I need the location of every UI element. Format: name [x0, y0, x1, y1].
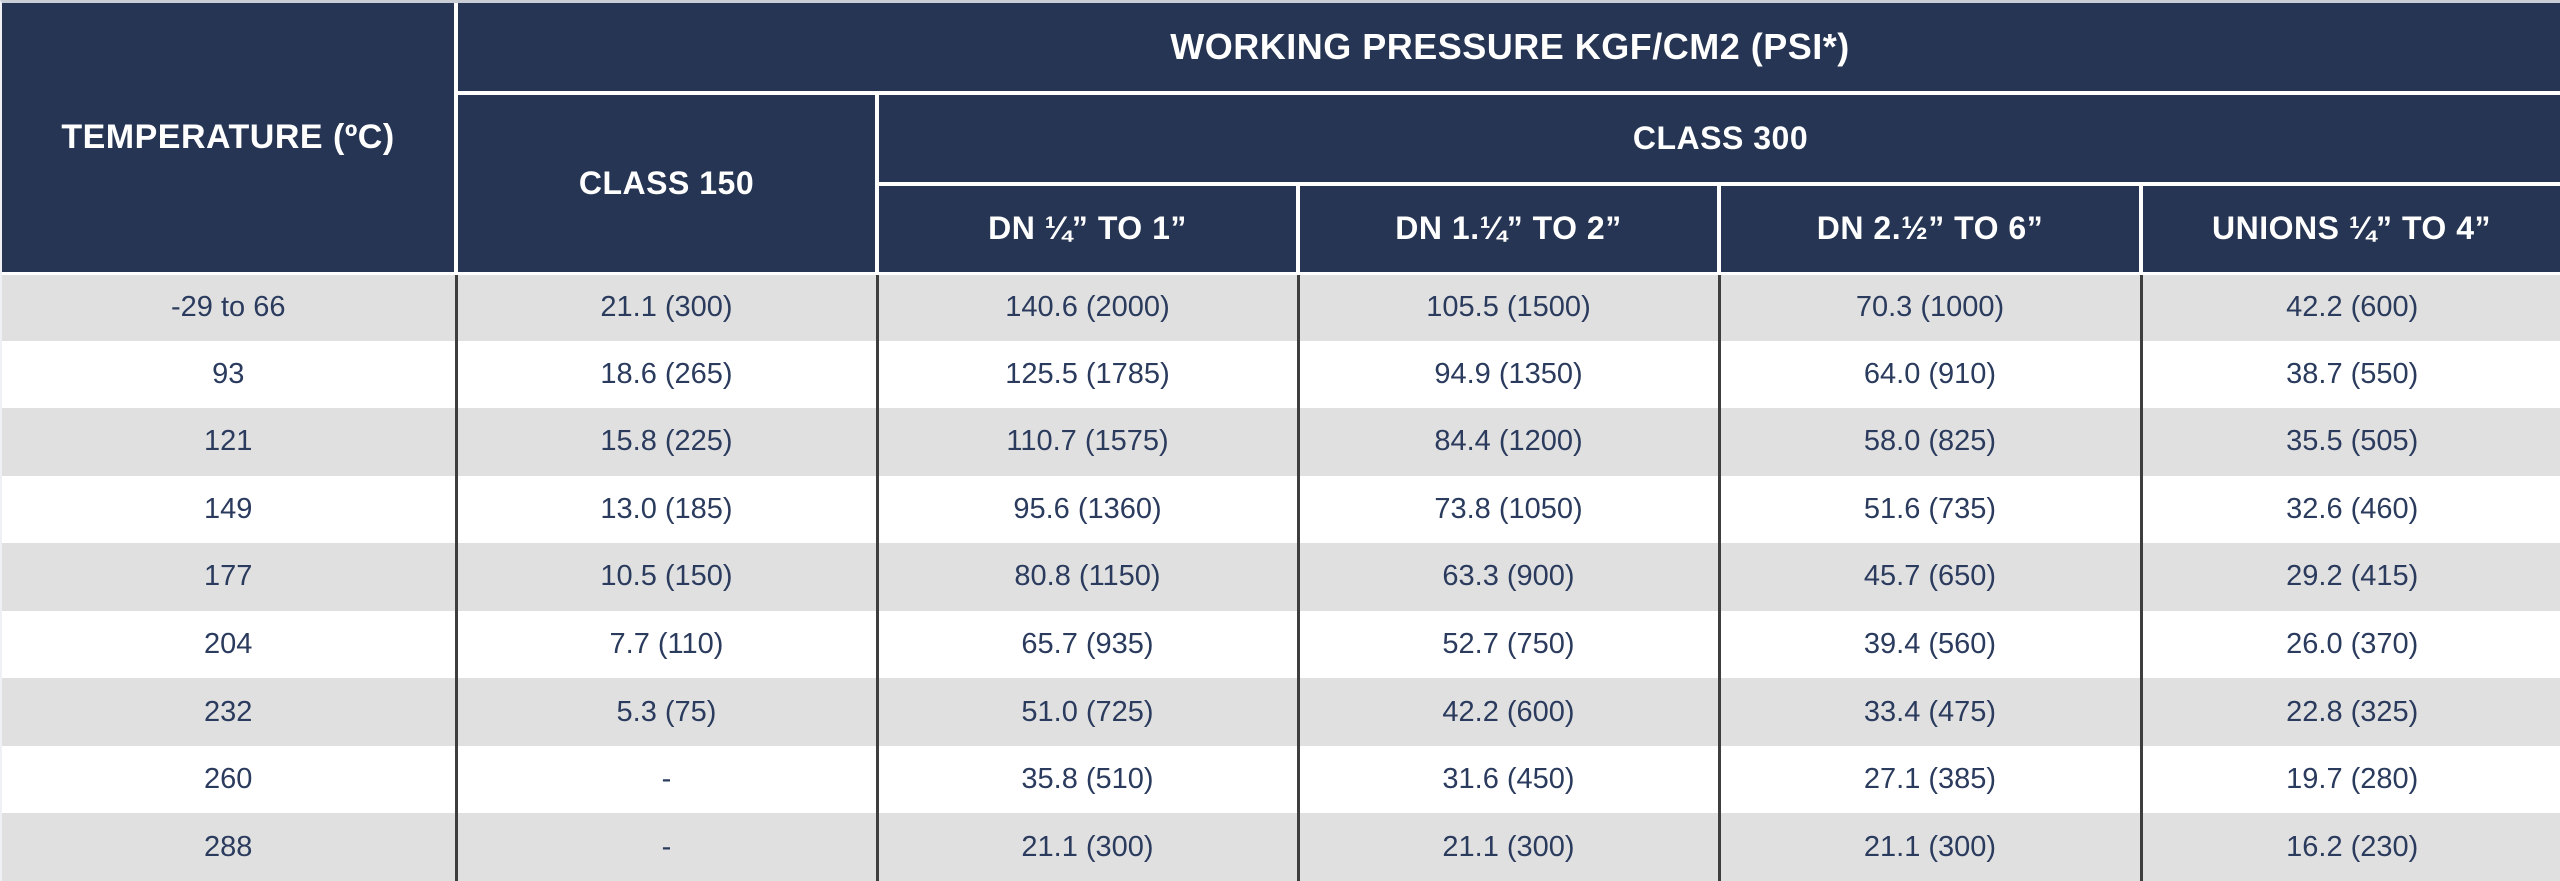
pressure-cell: 22.8 (325)	[2141, 678, 2560, 746]
pressure-cell: 63.3 (900)	[1298, 543, 1721, 611]
temperature-cell: 288	[2, 813, 458, 881]
subcolumn-header-unions-quarter-to-4: UNIONS ¼” TO 4”	[2141, 184, 2560, 275]
working-pressure-header: WORKING PRESSURE KGF/CM2 (PSI*)	[456, 3, 2560, 95]
pressure-cell: 64.0 (910)	[1719, 340, 2143, 409]
table-row: 232 5.3 (75) 51.0 (725) 42.2 (600) 33.4 (475…	[2, 678, 2560, 746]
pressure-cell: 29.2 (415)	[2141, 543, 2560, 611]
pressure-cell: 35.5 (505)	[2141, 408, 2560, 476]
pressure-cell: 19.7 (280)	[2141, 745, 2560, 814]
pressure-cell: 42.2 (600)	[1298, 678, 1721, 746]
temperature-cell: 260	[2, 745, 458, 814]
pressure-cell: 94.9 (1350)	[1298, 340, 1721, 409]
table-row: 288-21.1 (300) 21.1 (300) 21.1 (300) 16.2 (…	[2, 813, 2560, 881]
table-row: -29 to 66 21.1 (300) 140.6 (2000) 105.5 (15…	[2, 273, 2560, 341]
pressure-cell: 95.6 (1360)	[877, 475, 1300, 544]
pressure-cell: 32.6 (460)	[2141, 475, 2560, 544]
class-300-header: CLASS 300	[877, 93, 2560, 186]
pressure-cell: 18.6 (265)	[456, 340, 879, 409]
temperature-cell: 232	[2, 678, 458, 746]
pressure-cell: 42.2 (600)	[2141, 273, 2560, 341]
pressure-cell: 80.8 (1150)	[877, 543, 1300, 611]
temperature-cell: 121	[2, 408, 458, 476]
pressure-cell: 27.1 (385)	[1719, 745, 2143, 814]
pressure-cell: 33.4 (475)	[1719, 678, 2143, 746]
pressure-cell: 110.7 (1575)	[877, 408, 1300, 476]
pressure-cell: 21.1 (300)	[456, 273, 879, 341]
pressure-cell: -	[456, 745, 879, 814]
table-row: 260-35.8 (510) 31.6 (450) 27.1 (385) 19.7 (…	[2, 745, 2560, 814]
table-body: -29 to 66 21.1 (300) 140.6 (2000) 105.5 (15…	[2, 273, 2560, 881]
temperature-cell: 204	[2, 610, 458, 679]
subcolumn-header-dn-quarter-to-1: DN ¼” TO 1”	[877, 184, 1300, 275]
table-row: 177 10.5 (150) 80.8 (1150) 63.3 (900) 45.7 (…	[2, 543, 2560, 611]
pressure-cell: 10.5 (150)	[456, 543, 879, 611]
temperature-cell: 177	[2, 543, 458, 611]
class-150-header: CLASS 150	[456, 93, 879, 275]
pressure-cell: 140.6 (2000)	[877, 273, 1300, 341]
pressure-cell: 84.4 (1200)	[1298, 408, 1721, 476]
table-row: 121 15.8 (225) 110.7 (1575) 84.4 (1200) 58.0…	[2, 408, 2560, 476]
pressure-cell: 70.3 (1000)	[1719, 273, 2143, 341]
pressure-cell: 38.7 (550)	[2141, 340, 2560, 409]
subcolumn-header-dn-2-half-to-6: DN 2.½” TO 6”	[1719, 184, 2143, 275]
pressure-cell: 5.3 (75)	[456, 678, 879, 746]
temperature-cell: 93	[2, 340, 458, 409]
pressure-cell: 31.6 (450)	[1298, 745, 1721, 814]
pressure-cell: 58.0 (825)	[1719, 408, 2143, 476]
pressure-cell: 16.2 (230)	[2141, 813, 2560, 881]
subcolumn-header-dn-1-quarter-to-2: DN 1.¼” TO 2”	[1298, 184, 1721, 275]
pressure-cell: 51.6 (735)	[1719, 475, 2143, 544]
pressure-cell: 26.0 (370)	[2141, 610, 2560, 679]
temperature-cell: -29 to 66	[2, 273, 458, 341]
pressure-cell: 21.1 (300)	[1298, 813, 1721, 881]
pressure-cell: 21.1 (300)	[1719, 813, 2143, 881]
pressure-cell: 21.1 (300)	[877, 813, 1300, 881]
pressure-cell: 13.0 (185)	[456, 475, 879, 544]
pressure-cell: 52.7 (750)	[1298, 610, 1721, 679]
table-row: 149 13.0 (185) 95.6 (1360) 73.8 (1050) 51.6 …	[2, 475, 2560, 544]
pressure-cell: 65.7 (935)	[877, 610, 1300, 679]
temperature-column-header: TEMPERATURE (ºC)	[2, 3, 458, 275]
pressure-cell: 125.5 (1785)	[877, 340, 1300, 409]
rating-table: TEMPERATURE (ºC) WORKING PRESSURE KGF/CM…	[2, 3, 2560, 881]
pressure-cell: 45.7 (650)	[1719, 543, 2143, 611]
pressure-cell: -	[456, 813, 879, 881]
pressure-cell: 35.8 (510)	[877, 745, 1300, 814]
pressure-cell: 105.5 (1500)	[1298, 273, 1721, 341]
pressure-cell: 15.8 (225)	[456, 408, 879, 476]
table-header: TEMPERATURE (ºC) WORKING PRESSURE KGF/CM…	[2, 3, 2560, 275]
pressure-cell: 73.8 (1050)	[1298, 475, 1721, 544]
table-row: 93 18.6 (265) 125.5 (1785) 94.9 (1350) 64.0 …	[2, 340, 2560, 409]
temperature-cell: 149	[2, 475, 458, 544]
pressure-cell: 39.4 (560)	[1719, 610, 2143, 679]
pressure-cell: 7.7 (110)	[456, 610, 879, 679]
table-row: 204 7.7 (110) 65.7 (935) 52.7 (750) 39.4 (56…	[2, 610, 2560, 679]
pressure-cell: 51.0 (725)	[877, 678, 1300, 746]
